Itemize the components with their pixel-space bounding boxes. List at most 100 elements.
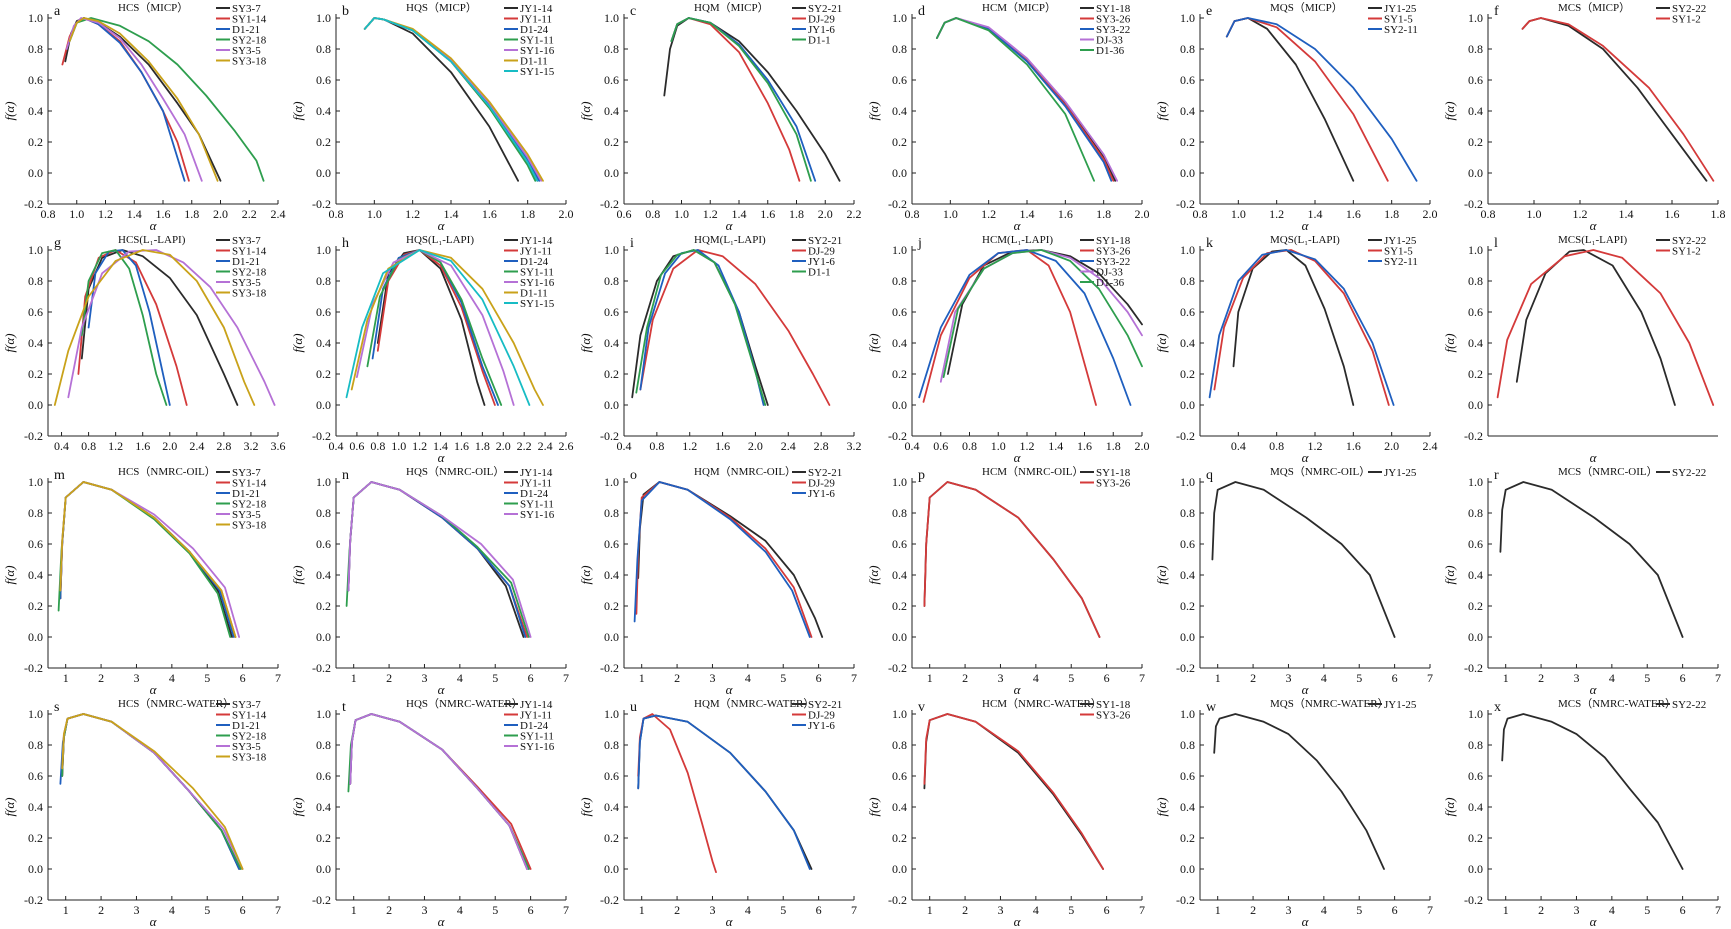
legend-label: SY3-7 [232, 699, 261, 711]
y-axis-label: f(α) [866, 333, 881, 352]
panel-letter: o [630, 468, 637, 483]
x-tick-label: 6 [1680, 671, 1686, 685]
x-tick-label: 2 [674, 903, 680, 917]
x-tick-label: 5 [492, 671, 498, 685]
x-tick-label: 7 [1427, 903, 1433, 917]
x-tick-label: 4 [457, 671, 463, 685]
y-tick-label: -0.2 [600, 197, 619, 211]
y-tick-label: -0.2 [312, 197, 331, 211]
x-tick-label: 0.6 [617, 207, 632, 221]
legend-label: SY1-16 [520, 741, 555, 753]
legend-label: SY2-18 [232, 35, 267, 47]
x-axis-label: α [1014, 682, 1022, 697]
y-tick-label: -0.2 [1176, 429, 1195, 443]
x-axis-label: α [438, 218, 446, 233]
x-tick-label: 1.2 [1269, 207, 1284, 221]
panel-q: -0.2 0.0 0.2 0.4 0.6 0.8 1.0 1 2 3 4 5 6 7 q MQS（NMRC-O… [1154, 465, 1433, 697]
y-tick-label: 0.0 [1180, 862, 1195, 876]
x-tick-label: 3 [1573, 671, 1579, 685]
x-tick-label: 1.8 [520, 207, 535, 221]
y-tick-label: 0.0 [892, 630, 907, 644]
x-tick-label: 2.0 [213, 207, 228, 221]
y-tick-label: -0.2 [24, 893, 43, 907]
x-tick-label: 6 [1104, 903, 1110, 917]
legend-label: JY1-25 [1384, 3, 1417, 15]
legend-label: DJ-29 [808, 478, 835, 490]
x-tick-label: 1.4 [1619, 207, 1634, 221]
y-tick-label: 1.0 [28, 243, 43, 257]
series-line-d1-24 [349, 713, 530, 870]
y-axis-label: f(α) [1154, 797, 1169, 816]
panel-letter: g [54, 236, 61, 251]
x-tick-label: 7 [1715, 671, 1721, 685]
series-line-jy1-11 [349, 713, 532, 870]
series-line-jy1-6 [639, 249, 765, 406]
y-tick-label: -0.2 [1464, 197, 1483, 211]
x-tick-label: 1.6 [1346, 207, 1361, 221]
legend-label: SY1-15 [520, 298, 555, 310]
y-tick-label: 0.8 [604, 738, 619, 752]
x-tick-label: 3 [1573, 903, 1579, 917]
x-tick-label: 2.4 [271, 207, 286, 221]
legend-label: SY3-26 [1096, 14, 1131, 26]
series-line-sy3-7 [61, 713, 241, 870]
y-tick-label: 0.4 [604, 800, 619, 814]
panel-letter: p [918, 468, 925, 483]
x-tick-label: 1.6 [760, 207, 775, 221]
x-tick-label: 2.8 [814, 439, 829, 453]
x-tick-label: 1 [351, 903, 357, 917]
y-axis-label: f(α) [578, 333, 593, 352]
x-tick-label: 0.8 [1193, 207, 1208, 221]
series-line-sy3-26 [922, 249, 1097, 406]
y-tick-label: 1.0 [1180, 475, 1195, 489]
x-tick-label: 0.4 [54, 439, 69, 453]
legend-label: SY1-14 [232, 478, 267, 490]
legend-label: SY2-22 [1672, 699, 1706, 711]
x-tick-label: 2.6 [559, 439, 574, 453]
series-line-sy2-21 [637, 714, 813, 870]
x-tick-label: 0.8 [962, 439, 977, 453]
x-tick-label: 7 [563, 903, 569, 917]
panel-title: HCM（NMRC-OIL） [982, 465, 1083, 478]
x-tick-label: 0.8 [649, 439, 664, 453]
legend-label: JY1-25 [1384, 467, 1417, 479]
legend-label: SY3-18 [232, 288, 267, 300]
series-line-sy1-2 [1521, 17, 1715, 182]
panel-m: -0.2 0.0 0.2 0.4 0.6 0.8 1.0 1 2 3 4 5 6 7 m HCS（NMRC-O… [2, 465, 281, 697]
series-line-sy1-14 [61, 713, 242, 870]
legend-label: SY3-26 [1096, 478, 1131, 490]
x-tick-label: 2.0 [559, 207, 574, 221]
x-tick-label: 7 [851, 671, 857, 685]
x-tick-label: 1.4 [1308, 207, 1323, 221]
series-line-d1-11 [363, 17, 544, 182]
panel-title: MQS（NMRC-OIL） [1270, 465, 1370, 478]
legend-label: JY1-11 [520, 14, 552, 26]
panel-title: HQS(L₁-LAPI) [406, 234, 474, 246]
y-axis-label: f(α) [2, 797, 17, 816]
y-tick-label: 0.6 [892, 537, 907, 551]
series-line-d1-24 [347, 481, 527, 638]
y-tick-label: 0.2 [1180, 135, 1195, 149]
x-tick-label: 0.8 [905, 207, 920, 221]
x-tick-label: 1 [639, 671, 645, 685]
panel-w: -0.2 0.0 0.2 0.4 0.6 0.8 1.0 1 2 3 4 5 6 7 w MQS（NMRC-W… [1154, 697, 1433, 929]
legend-label: SY1-16 [520, 277, 555, 289]
y-tick-label: -0.2 [312, 661, 331, 675]
y-tick-label: 0.4 [316, 568, 331, 582]
legend-label: SY3-18 [232, 520, 267, 532]
x-tick-label: 2 [1250, 903, 1256, 917]
y-tick-label: 0.6 [604, 73, 619, 87]
x-tick-label: 0.8 [81, 439, 96, 453]
y-tick-label: 0.6 [1180, 73, 1195, 87]
y-tick-label: 0.6 [1180, 537, 1195, 551]
y-tick-label: 0.8 [892, 738, 907, 752]
series-line-sy1-16 [347, 481, 532, 638]
y-tick-label: 0.8 [316, 738, 331, 752]
series-line-jy1-25 [1232, 249, 1355, 406]
y-tick-label: 0.4 [892, 336, 907, 350]
y-tick-label: 0.6 [316, 73, 331, 87]
x-tick-label: 2.4 [781, 439, 796, 453]
y-tick-label: 0.0 [1468, 862, 1483, 876]
x-tick-label: 1.6 [715, 439, 730, 453]
y-axis-label: f(α) [2, 333, 17, 352]
